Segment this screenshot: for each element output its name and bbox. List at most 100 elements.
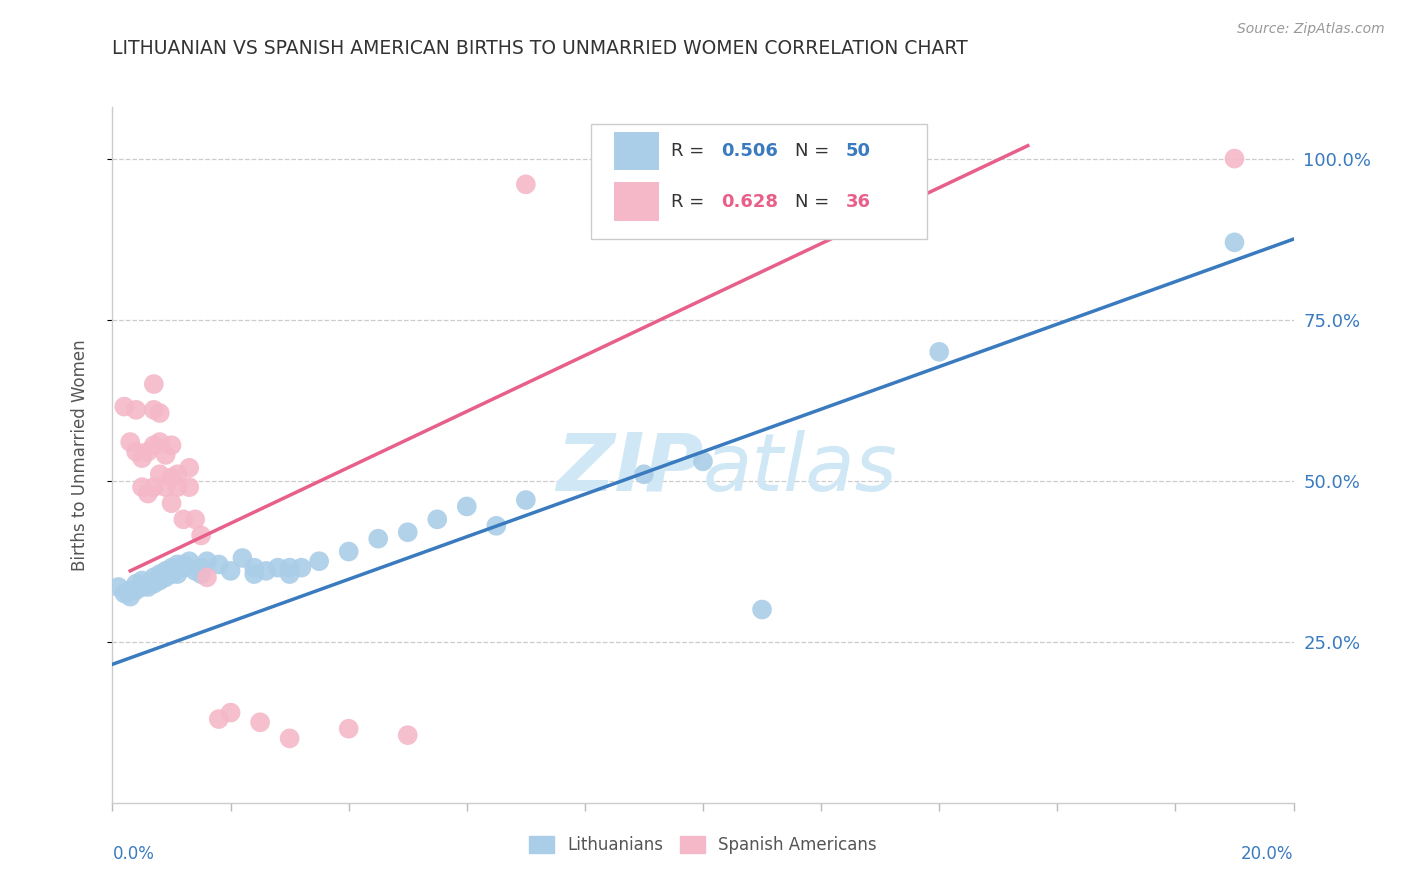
Point [179,480,201,494]
Text: R =: R = [671,193,710,211]
Point [136,580,159,594]
Point [928,344,950,359]
Point [184,564,207,578]
Text: 50: 50 [846,143,870,161]
Point [125,576,148,591]
Point [149,435,172,450]
Point [125,402,148,417]
Point [172,560,194,574]
Point [120,590,142,604]
Point [1223,152,1246,166]
Point [692,454,714,468]
Point [160,470,183,484]
Point [155,564,177,578]
Point [172,558,194,572]
Point [136,486,159,500]
Point [166,467,188,482]
FancyBboxPatch shape [591,125,928,239]
Point [179,554,201,568]
Text: atlas: atlas [703,430,898,508]
Point [208,558,231,572]
Point [426,512,449,526]
Point [254,564,277,578]
Point [515,178,537,192]
Point [149,574,172,588]
Point [160,496,183,510]
Point [219,564,242,578]
Point [337,722,360,736]
Point [308,554,330,568]
Point [633,467,655,482]
Point [515,493,537,508]
Y-axis label: Births to Unmarried Women: Births to Unmarried Women [70,339,89,571]
Point [112,400,135,414]
Point [149,567,172,582]
Point [136,444,159,458]
Text: LITHUANIAN VS SPANISH AMERICAN BIRTHS TO UNMARRIED WOMEN CORRELATION CHART: LITHUANIAN VS SPANISH AMERICAN BIRTHS TO… [112,39,969,58]
Point [155,480,177,494]
Point [149,406,172,420]
Point [120,583,142,598]
Point [267,560,290,574]
Text: R =: R = [671,143,710,161]
Point [396,728,419,742]
Point [231,551,253,566]
Point [142,576,165,591]
Point [136,576,159,591]
Point [243,560,266,574]
Point [107,580,129,594]
Point [160,560,183,574]
Point [142,402,165,417]
Point [278,560,301,574]
Point [142,377,165,392]
Point [155,448,177,462]
Legend: Lithuanians, Spanish Americans: Lithuanians, Spanish Americans [523,829,883,861]
Point [485,518,508,533]
Text: N =: N = [796,143,835,161]
Point [190,567,212,582]
Point [208,712,231,726]
Point [142,480,165,494]
Point [1223,235,1246,250]
Point [160,567,183,582]
Point [172,512,194,526]
Point [290,560,312,574]
Point [131,480,153,494]
Point [112,586,135,600]
Text: N =: N = [796,193,835,211]
Point [190,528,212,542]
Point [160,438,183,452]
Text: 20.0%: 20.0% [1241,845,1294,863]
Text: 0.0%: 0.0% [112,845,155,863]
Point [125,444,148,458]
Point [195,570,218,584]
Text: ZIP: ZIP [555,430,703,508]
Point [184,512,207,526]
Point [219,706,242,720]
Point [166,480,188,494]
Point [142,438,165,452]
Point [166,558,188,572]
FancyBboxPatch shape [614,132,659,170]
Point [131,574,153,588]
Point [190,560,212,574]
Point [337,544,360,558]
Point [131,580,153,594]
Point [278,731,301,746]
Point [195,554,218,568]
Point [396,525,419,540]
Point [125,583,148,598]
Point [278,567,301,582]
Point [142,570,165,584]
Point [155,570,177,584]
Point [179,460,201,475]
Point [243,567,266,582]
Text: 0.628: 0.628 [721,193,778,211]
Point [751,602,773,616]
Point [249,715,271,730]
Point [131,451,153,466]
Text: Source: ZipAtlas.com: Source: ZipAtlas.com [1237,22,1385,37]
Point [120,435,142,450]
Text: 36: 36 [846,193,870,211]
Point [367,532,389,546]
